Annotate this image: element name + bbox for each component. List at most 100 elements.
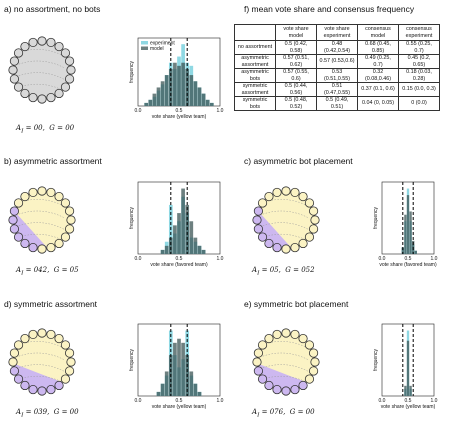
x-axis-label: vote share (yellow team) [152,404,207,410]
network-node [272,187,282,198]
table-header-cell: vote share model [275,24,317,41]
table-cell: 0.04 (0, 0.05) [357,96,399,111]
network-diagram-c [252,186,320,254]
network-node [66,65,76,75]
network-node [308,224,319,234]
tick-label: 1.0 [217,256,224,262]
edge-line [18,352,66,361]
table-row: symmetric assortment 0.5 (0.44, 0.56) 0.… [234,82,440,97]
hist-bar [152,93,157,106]
network-node [310,357,320,367]
network-node [64,74,75,84]
hist-bar [201,93,206,106]
hist-bar [414,250,417,254]
table-cell: 0.55 (0.25, 0.7) [398,40,440,55]
hist-bar [409,211,412,254]
x-axis-label: vote share (favored team) [379,262,437,268]
table-cell: 0.68 (0.45, 0.85) [357,40,399,55]
network-node [8,65,18,75]
table-cell: 0.5 (0.44, 0.56) [275,82,317,97]
network-node [37,36,47,46]
hist-bar [406,195,410,254]
network-node [264,191,274,202]
tick-label: 0.0 [135,398,142,404]
network-node [304,374,315,384]
network-node [257,374,268,384]
network-node [28,329,38,340]
network-node [9,224,20,234]
hist-bar [173,342,177,396]
network-node [253,224,264,234]
network-node [46,187,56,198]
panel-e-title: e) symmetric bot placement [244,299,349,309]
table-header-cell [234,24,276,41]
row-label: symmetric assortment [234,82,276,97]
hist-bar [177,213,181,254]
network-node [281,186,291,196]
network-node [28,384,38,395]
tick-label: 0.0 [135,108,142,114]
table-cell: 0.32 (0.08,0.46) [357,68,399,83]
hist-bar [148,99,153,106]
table-cell: 0.15 (0.0, 0.3) [398,82,440,97]
network-node [54,191,64,202]
hist-bar [185,68,190,106]
network-node [46,92,56,103]
table-cell: 0.51 (0.47,0.55) [316,82,358,97]
network-node [20,191,30,202]
tick-label: 1.0 [217,108,224,114]
hist-bar [160,81,165,106]
table-row: asymmetric assortment 0.57 (0.51, 0.62) … [234,54,440,69]
network-node [8,357,18,367]
tick-label: 1.0 [217,398,224,404]
table-header-row: vote share model vote share experiment c… [234,24,440,41]
tick-label: 0.5 [176,108,183,114]
hist-bar [181,62,185,106]
legend-label: model [150,46,164,52]
network-node [304,232,315,242]
histogram-d: 0.0 0.5 1.0 vote share (yellow team) frequen… [129,323,224,410]
network-node [60,374,71,384]
edge-line [262,364,310,373]
x-axis-label: vote share (yellow team) [152,114,207,120]
network-node [37,244,47,254]
hist-bar [168,68,173,106]
table-cell: 0.5 (0.49, 0.51) [316,96,358,111]
network-node [60,198,71,208]
table-header-cell: vote share experiment [316,24,358,41]
network-node [252,357,262,367]
network-node [37,386,47,396]
network-node [272,242,282,253]
table-row: no assortment 0.5 (0.42, 0.58) 0.48 (0.4… [234,40,440,55]
network-node [13,82,24,92]
edge-line [18,210,66,219]
hist-bar [156,391,161,396]
network-node [60,340,71,350]
hist-bar [189,75,194,106]
edge-line [18,364,66,373]
network-node [281,386,291,396]
hist-bar [189,371,194,396]
panel-d-title: d) symmetric assortment [4,299,98,309]
tick-label: 0.0 [379,398,386,404]
hist-bar [409,385,412,396]
edge-line [18,72,66,81]
network-node [13,48,24,58]
network-node [290,187,300,198]
network-node [54,88,64,99]
panel-c-title: c) asymmetric bot placement [244,156,353,166]
hist-bar [193,383,198,396]
network-diagram-b [8,186,76,254]
tick-label: 1.0 [431,256,438,262]
network-node [54,41,64,52]
histogram-a: 0.0 0.5 1.0 vote share (yellow team) frequen… [129,37,224,120]
hist-bar [168,237,173,254]
panel-a-title: a) no assortment, no bots [4,4,101,14]
hist-bar [406,340,410,396]
network-node [272,384,282,395]
y-axis-label: frequency [129,349,135,371]
hist-bar [164,371,169,396]
histogram-b: 0.0 0.5 1.0 vote share (favored team) freque… [129,181,224,268]
